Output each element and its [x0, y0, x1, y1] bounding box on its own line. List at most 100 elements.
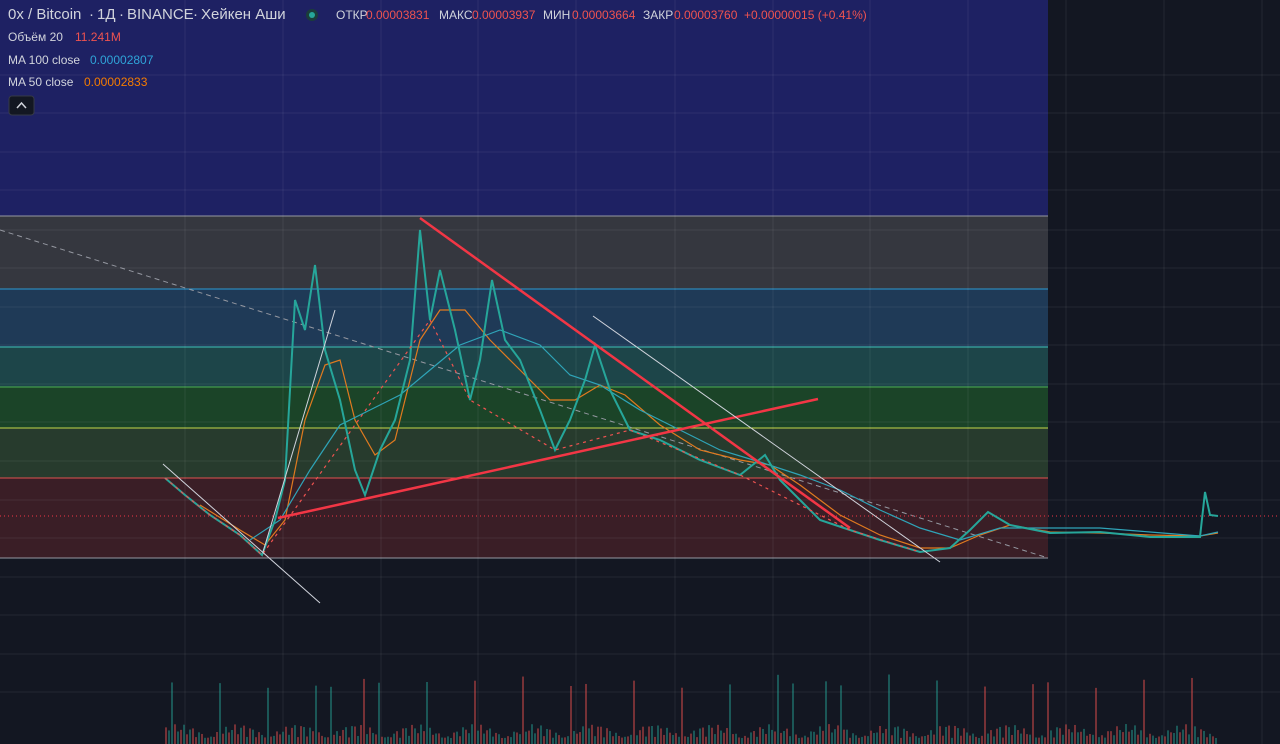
indicator-name[interactable]: MA 50 close	[8, 75, 74, 89]
volume-bar	[210, 736, 212, 744]
volume-bar	[252, 729, 254, 744]
indicator-value: 0.00002833	[84, 75, 148, 89]
volume-bar	[642, 726, 644, 744]
interval[interactable]: 1Д	[97, 6, 116, 23]
volume-bar	[213, 736, 215, 744]
volume-bar	[981, 735, 983, 744]
volume-bar	[1146, 737, 1148, 744]
volume-bar	[1005, 725, 1007, 744]
volume-bar	[516, 732, 518, 744]
volume-bar	[492, 736, 494, 744]
volume-bar	[1209, 733, 1211, 744]
volume-bar	[1143, 679, 1145, 744]
volume-bar	[597, 726, 599, 744]
volume-bar	[198, 732, 200, 744]
collapse-button[interactable]	[8, 95, 35, 116]
volume-bar	[1020, 733, 1022, 744]
volume-bar	[1014, 725, 1016, 744]
volume-bar	[1041, 735, 1043, 744]
volume-bar	[720, 730, 722, 744]
volume-bar	[798, 737, 800, 744]
volume-bar	[801, 737, 803, 744]
volume-bar	[1047, 682, 1049, 744]
chart-style: Хейкен Аши	[201, 6, 286, 23]
volume-bar	[945, 726, 947, 744]
volume-bar	[1023, 728, 1025, 744]
volume-bar	[348, 737, 350, 744]
volume-bar	[417, 733, 419, 744]
volume-bar	[765, 733, 767, 744]
dashed-trend	[0, 229, 1049, 559]
volume-bar	[744, 735, 746, 744]
volume-bar	[405, 728, 407, 744]
volume-bar	[711, 727, 713, 744]
volume-bar	[840, 685, 842, 744]
volume-bar	[264, 737, 266, 744]
volume-bar	[1200, 729, 1202, 744]
volume-bar	[660, 728, 662, 744]
volume-bar	[312, 731, 314, 744]
volume-bar	[972, 733, 974, 744]
volume-bar	[705, 736, 707, 744]
volume-bar	[1017, 730, 1019, 744]
volume-bar	[228, 732, 230, 744]
volume-bar	[996, 728, 998, 744]
volume-bar	[471, 724, 473, 744]
volume-bar	[810, 731, 812, 744]
volume-bar	[525, 731, 527, 744]
volume-bar	[474, 680, 476, 744]
volume-bar	[777, 674, 779, 744]
volume-bar	[1179, 732, 1181, 744]
legend: 0x / Bitcoin · 1Д · BINANCE · Хейкен Аши…	[8, 6, 867, 116]
volume-bar	[276, 731, 278, 744]
volume-bar	[1173, 733, 1175, 744]
volume-bar	[966, 732, 968, 744]
symbol[interactable]: 0x / Bitcoin	[8, 6, 81, 23]
volume-bar	[690, 733, 692, 744]
ohlc-value: 0.00003760	[674, 8, 738, 22]
volume-bar	[237, 734, 239, 744]
volume-bar	[426, 682, 428, 744]
volume-bar	[912, 733, 914, 744]
volume-bar	[351, 726, 353, 744]
volume-bar	[1170, 732, 1172, 744]
volume-bar	[855, 735, 857, 744]
volume-bar	[243, 725, 245, 744]
volume-bar	[480, 724, 482, 744]
volume-bar	[804, 735, 806, 744]
indicator-name[interactable]: Объём 20	[8, 30, 63, 44]
volume-bar	[204, 737, 206, 744]
volume-bar	[282, 731, 284, 744]
volume-bar	[327, 737, 329, 744]
volume-bar	[957, 728, 959, 744]
volume-bar	[831, 732, 833, 744]
volume-bar	[1095, 687, 1097, 744]
volume-bar	[303, 727, 305, 744]
volume-bar	[543, 736, 545, 744]
volume-bar	[843, 729, 845, 744]
volume-bar	[714, 734, 716, 744]
volume-bar	[675, 733, 677, 744]
volume-bar	[651, 725, 653, 744]
volume-bar	[549, 729, 551, 744]
volume-bar	[495, 732, 497, 744]
volume-bar	[519, 734, 521, 744]
volume-bar	[540, 725, 542, 744]
volume-bar	[168, 730, 170, 744]
volume-bar	[873, 733, 875, 744]
volume-bar	[486, 730, 488, 744]
volume-bar	[900, 737, 902, 744]
volume-bar	[624, 736, 626, 744]
volume-bar	[1113, 735, 1115, 744]
volume-bar	[822, 730, 824, 744]
volume-bar	[357, 736, 359, 744]
volume-bar	[1176, 725, 1178, 744]
volume-bar	[1185, 724, 1187, 744]
volume-bar	[903, 728, 905, 744]
volume-bar	[468, 733, 470, 744]
volume-bar	[708, 725, 710, 744]
volume-bar	[423, 731, 425, 744]
volume-bar	[1134, 725, 1136, 744]
indicator-name[interactable]: MA 100 close	[8, 53, 80, 67]
volume-bar	[249, 728, 251, 744]
